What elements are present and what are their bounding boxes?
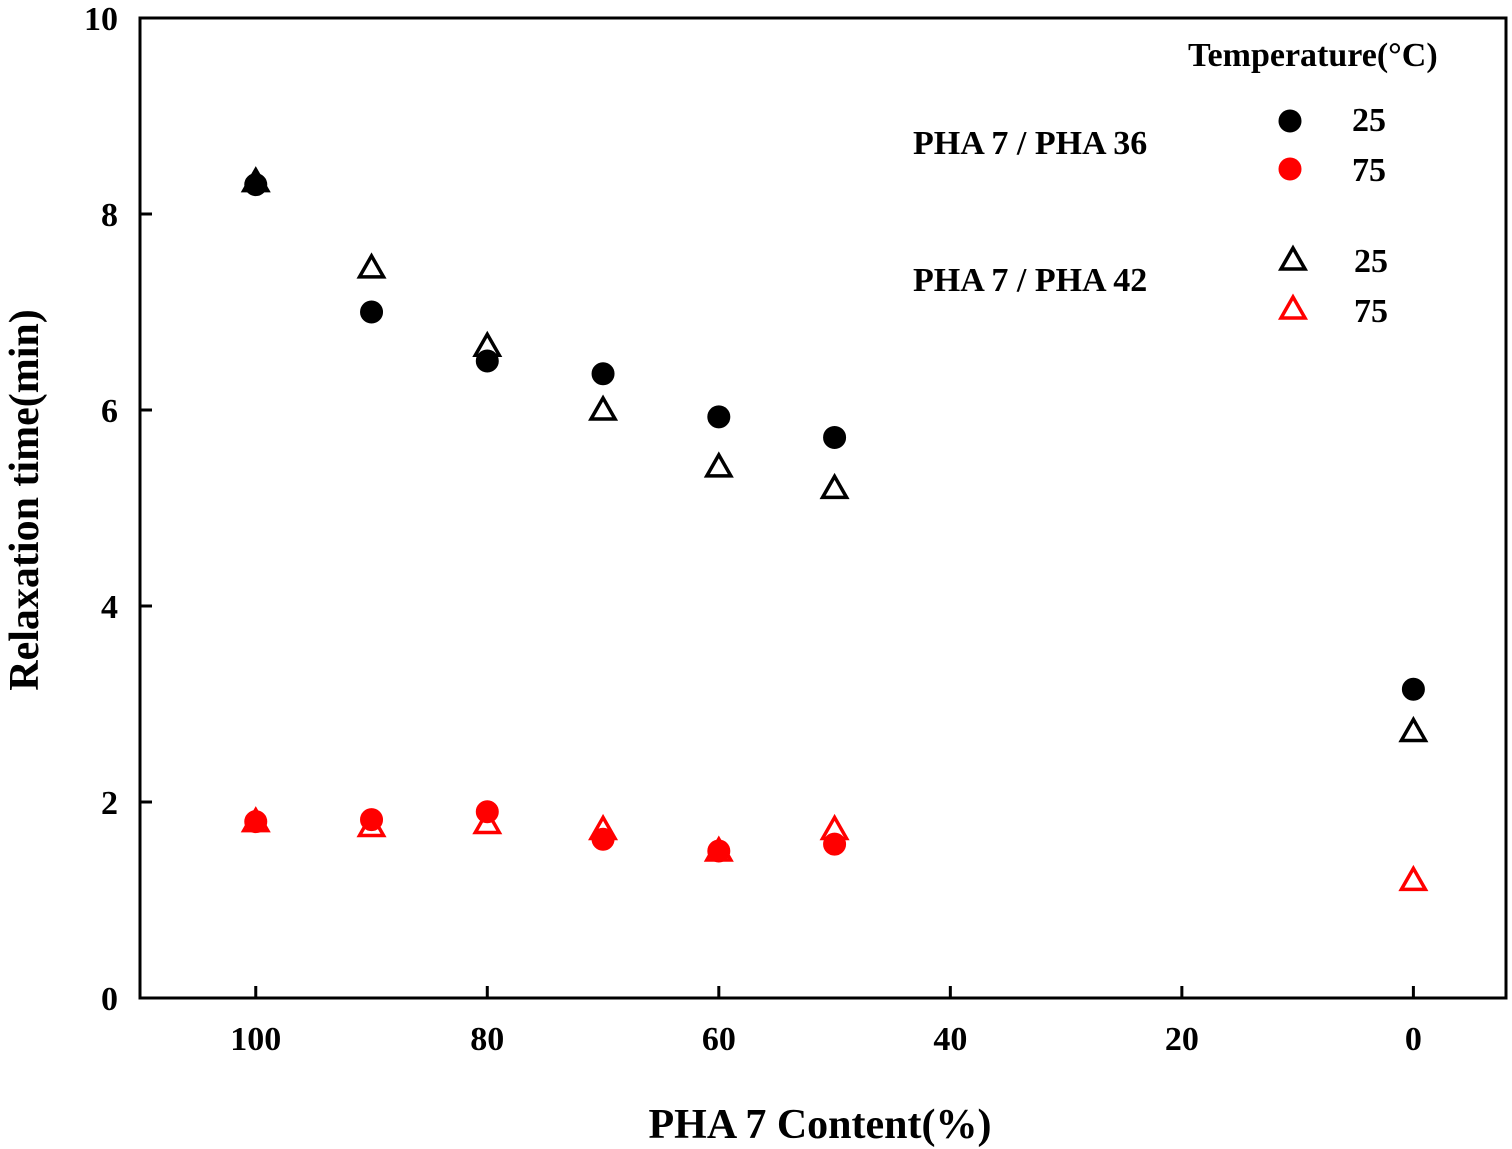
legend-group-label-1: PHA 7 / PHA 36 — [913, 125, 1147, 162]
data-points — [240, 166, 1429, 892]
legend-entry-label: 75 — [1354, 293, 1388, 330]
data-point — [1398, 864, 1429, 892]
x-tick-label: 60 — [702, 1021, 736, 1058]
data-point — [707, 405, 731, 429]
y-tick-label: 2 — [101, 785, 118, 822]
legend: Temperature(°C) PHA 7 / PHA 36 PHA 7 / P… — [913, 37, 1438, 330]
data-point — [472, 808, 503, 835]
data-point — [244, 810, 268, 834]
data-point — [588, 394, 619, 421]
legend-group-label-2: PHA 7 / PHA 42 — [913, 262, 1147, 299]
legend-entry-label: 75 — [1352, 152, 1386, 189]
data-point — [823, 832, 847, 856]
plot-frame — [138, 16, 1508, 1000]
legend-entry-label: 25 — [1352, 102, 1386, 139]
data-point — [475, 800, 499, 824]
y-axis-title: Relaxation time(min) — [2, 309, 48, 690]
legend-marker — [1278, 157, 1302, 181]
data-point — [707, 839, 731, 863]
data-point — [591, 362, 615, 386]
x-tick-label: 40 — [933, 1021, 967, 1058]
x-tick-label: 100 — [230, 1021, 281, 1058]
data-point — [475, 349, 499, 373]
x-tick-label: 80 — [470, 1021, 504, 1058]
legend-marker — [1277, 244, 1309, 271]
data-point — [360, 808, 384, 832]
data-point — [360, 300, 384, 324]
y-tick-label: 0 — [101, 981, 118, 1018]
legend-entry-label: 25 — [1354, 243, 1388, 280]
x-axis-ticks: 100 80 60 40 20 0 — [230, 986, 1422, 1058]
legend-title: Temperature(°C) — [1188, 37, 1438, 74]
legend-marker — [1278, 109, 1302, 133]
y-axis-ticks: 0 2 4 6 8 10 — [84, 1, 152, 1018]
legend-markers — [1277, 109, 1309, 320]
data-point — [1398, 715, 1429, 743]
legend-marker — [1277, 293, 1309, 320]
y-tick-label: 8 — [101, 197, 118, 234]
data-point — [244, 173, 268, 197]
x-tick-label: 0 — [1405, 1021, 1422, 1058]
data-point — [356, 252, 387, 279]
x-axis-title: PHA 7 Content(%) — [649, 1102, 992, 1148]
data-point — [1401, 677, 1425, 701]
data-point — [823, 425, 847, 449]
y-tick-label: 6 — [101, 393, 118, 430]
y-tick-label: 10 — [84, 1, 118, 38]
y-tick-label: 4 — [101, 589, 118, 626]
data-point — [591, 827, 615, 851]
x-tick-label: 20 — [1165, 1021, 1199, 1058]
data-point — [819, 472, 850, 500]
data-point — [703, 451, 734, 478]
